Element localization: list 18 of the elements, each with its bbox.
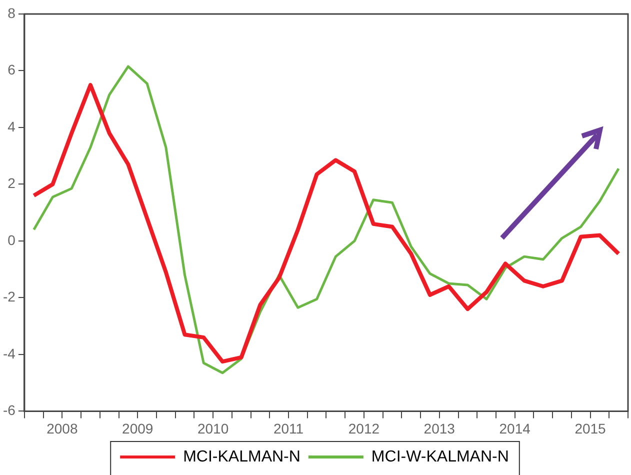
y-tick-label: -2 (2, 288, 16, 305)
y-tick-label: 8 (8, 4, 16, 21)
x-tick-label: 2014 (499, 420, 531, 436)
x-tick-label: 2015 (574, 420, 606, 436)
x-tick-label: 2011 (273, 420, 304, 436)
x-tick-label: 2010 (197, 420, 229, 436)
y-tick-label: 4 (8, 118, 16, 134)
x-tick-label: 2012 (348, 420, 380, 436)
y-tick-label: 6 (8, 62, 16, 78)
x-tick-label: 2013 (424, 420, 456, 436)
x-tick-label: 2008 (46, 420, 78, 436)
y-tick-label: -6 (2, 402, 16, 418)
y-tick-label: -4 (2, 345, 16, 362)
legend-label: MCI-KALMAN-N (183, 448, 300, 466)
legend-label: MCI-W-KALMAN-N (371, 448, 509, 466)
y-tick-label: 0 (8, 232, 16, 248)
x-tick-label: 2009 (122, 420, 154, 436)
y-tick-label: 2 (8, 175, 16, 192)
